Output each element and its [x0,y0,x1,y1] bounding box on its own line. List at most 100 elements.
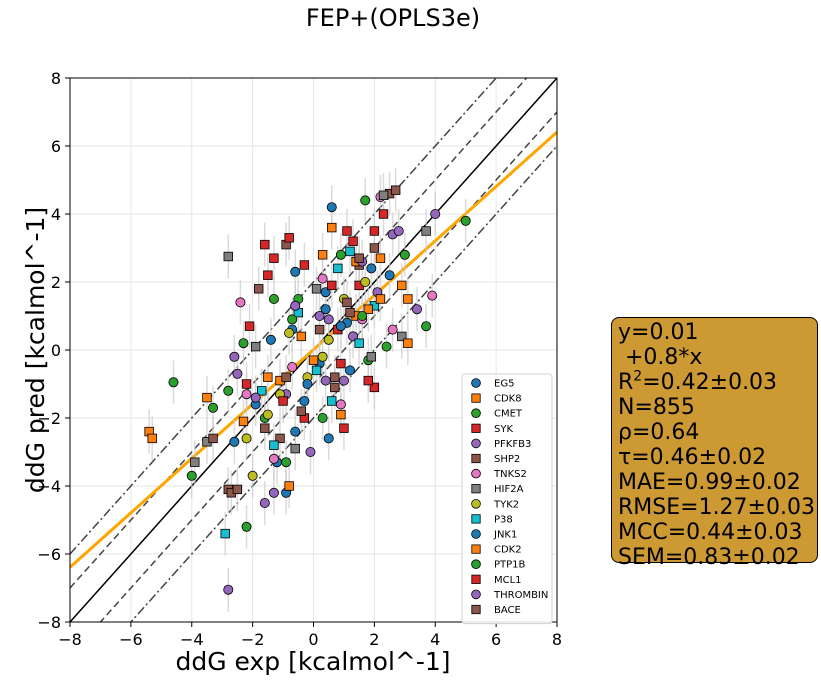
data-point-cdk2 [238,416,249,427]
data-point-cdk2 [363,304,373,314]
data-point-ptp1b [381,341,392,352]
data-point-ptp1b [238,338,249,349]
data-point-tyk2 [284,327,295,338]
legend: EG5 CDK8 CMET SYK PFKFB3 SHP2 TNKS2 HIF2A TYK2 P3… [461,373,553,625]
data-point-mcl1 [263,270,273,280]
reference-line-offset [129,145,557,622]
legend-label: MCL1 [494,575,522,586]
data-point-pfkfb3 [411,304,422,315]
y-tick-label: 2 [51,273,61,292]
x-tick-label: −2 [241,630,265,649]
data-point-syk [339,423,349,433]
data-point-pfkfb3 [320,375,331,386]
data-point-eg5 [320,304,331,315]
data-point-eg5 [299,395,310,406]
data-point-thrombin [305,446,316,457]
data-point-syk [241,379,252,389]
data-point-cdk2 [296,331,307,342]
data-point-cmet [421,321,432,332]
data-point-tnks2 [335,399,346,410]
x-tick-label: 0 [308,630,318,649]
data-point-tnks2 [287,361,298,372]
legend-marker [471,438,481,449]
y-tick-label: −2 [37,409,61,428]
data-point-mcl1 [244,321,255,331]
x-tick-label: 2 [369,630,379,649]
legend-marker [471,378,481,388]
data-point-ptp1b [287,314,298,325]
data-point-cdk2 [317,250,328,260]
data-point-eg5 [326,202,337,213]
data-point-mcl1 [348,236,358,246]
data-point-cdk8 [375,253,386,263]
data-point-bace [330,382,340,393]
data-point-jnk1 [302,378,313,389]
legend-marker [471,423,481,433]
data-point-cmet [460,215,471,226]
x-tick-label: 6 [491,630,501,649]
data-point-p38 [327,396,337,406]
stats-box: y=0.01 +0.8*x R2=0.42±0.03 N=855 ρ=0.64 … [611,317,818,570]
data-point-cdk8 [397,280,407,291]
y-axis-label: ddG pred [kcalmol^-1] [21,207,50,493]
data-point-thrombin [250,392,261,403]
data-point-p38 [269,440,279,450]
data-point-mcl1 [299,260,310,270]
data-point-cdk8 [147,433,157,444]
axis-ticks: −8 −6 −4 −2 0 2 4 6 8 −8 −6 −4 −2 0 2 4 6 8 [37,69,562,649]
reference-line-offset [70,78,498,555]
data-point-cdk8 [263,372,273,382]
mae: MAE=0.99±0.02 [618,470,801,495]
data-point-syk [269,253,279,263]
y-tick-label: 0 [51,341,61,360]
legend-label: BACE [494,605,521,616]
data-point-pfkfb3 [314,310,325,321]
data-point-hif2a [397,331,407,342]
legend-label: CMET [494,409,523,420]
data-point-bace [354,253,364,263]
legend-label: TYK2 [493,499,519,510]
data-point-tyk2 [323,334,334,345]
data-point-tnks2 [268,453,279,464]
legend-label: SHP2 [494,454,520,465]
data-point-ptp1b [317,412,328,423]
legend-box [461,373,553,625]
data-point-mcl1 [278,396,288,406]
data-point-thrombin [338,375,349,386]
data-point-bace [260,423,270,433]
data-point-hif2a [250,341,261,352]
data-point-ptp1b [223,385,234,396]
data-point-mcl1 [336,358,346,369]
data-point-cdk2 [403,338,413,348]
data-point-cmet [241,521,252,532]
legend-label: SYK [494,424,513,435]
data-point-hif2a [290,443,300,454]
data-point-jnk1 [290,426,301,437]
data-point-thrombin [430,208,441,219]
legend-marker [471,574,481,584]
data-point-p38 [354,338,364,348]
data-point-bace [232,484,243,495]
data-point-tyk2 [317,351,328,362]
data-point-bace [342,297,352,308]
y-tick-label: −8 [37,613,61,632]
legend-label: EG5 [494,379,514,390]
data-point-p38 [220,528,230,539]
legend-label: P38 [494,514,513,525]
rmse: RMSE=1.27±0.03 [618,495,815,520]
data-point-shp2 [254,284,264,294]
data-point-tnks2 [241,389,252,400]
data-point-p38 [311,365,322,376]
legend-label: PTP1B [494,560,526,571]
r-squared: R2=0.42±0.03 [618,368,778,395]
y-tick-label: 6 [51,137,61,156]
data-point-eg5 [290,266,301,277]
data-point-thrombin [323,314,334,325]
data-point-hif2a [421,226,431,236]
data-point-cdk8 [202,392,212,403]
y-tick-label: −4 [37,477,61,496]
x-axis-label: ddG exp [kcalmol^-1] [175,647,450,676]
data-point-shp2 [275,433,285,444]
data-point-cmet [168,377,179,388]
